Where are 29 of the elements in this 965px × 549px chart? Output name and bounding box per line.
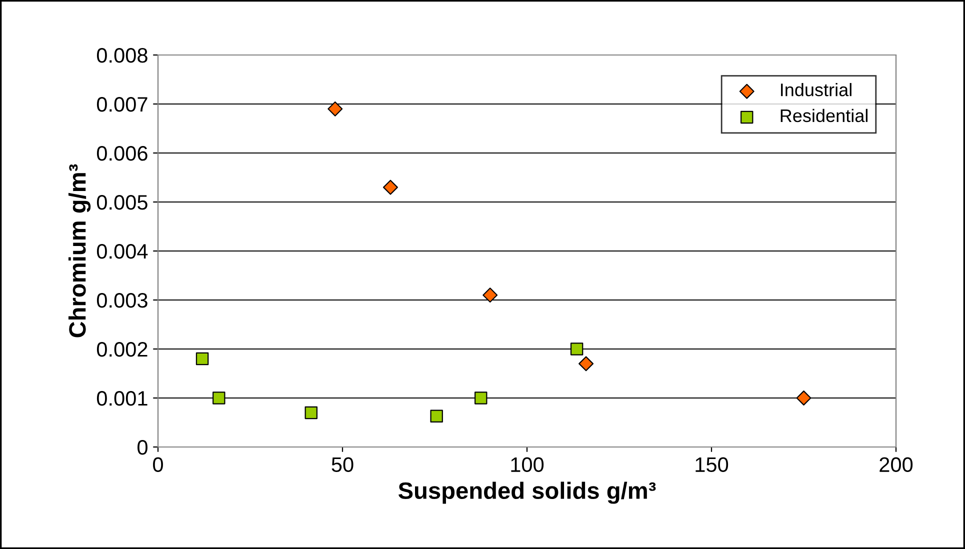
y-tick-label: 0.005 xyxy=(96,195,148,210)
y-tick-label: 0.002 xyxy=(96,342,148,357)
point xyxy=(382,180,398,195)
point xyxy=(578,356,594,372)
point xyxy=(304,406,318,420)
y-tick-label: 0.006 xyxy=(96,146,148,161)
point xyxy=(196,352,209,366)
point xyxy=(212,392,226,404)
x-tick-label: 0 xyxy=(153,457,163,472)
y-tick-label: 0 xyxy=(138,440,148,455)
y-tick-label: 0.004 xyxy=(96,244,148,259)
y-tick-label: 0.001 xyxy=(96,391,148,406)
x-tick-label: 150 xyxy=(696,457,728,472)
x-axis-title: Suspended solids g/m³ xyxy=(398,482,656,504)
x-tick-label: 100 xyxy=(511,457,544,472)
legend-label: Industrial xyxy=(781,83,852,96)
point xyxy=(570,342,584,356)
y-axis-title: Chromium g/m³ xyxy=(68,164,91,338)
point xyxy=(482,288,498,303)
point xyxy=(328,101,343,116)
legend-label: Residential xyxy=(780,108,868,122)
y-tick-label: 0.003 xyxy=(96,293,148,308)
point xyxy=(796,390,812,406)
y-tick-label: 0.007 xyxy=(96,97,148,112)
point xyxy=(474,392,488,404)
point xyxy=(430,410,443,422)
x-tick-label: 200 xyxy=(880,457,913,472)
x-tick-label: 50 xyxy=(332,457,354,472)
y-tick-label: 0.008 xyxy=(96,48,148,63)
